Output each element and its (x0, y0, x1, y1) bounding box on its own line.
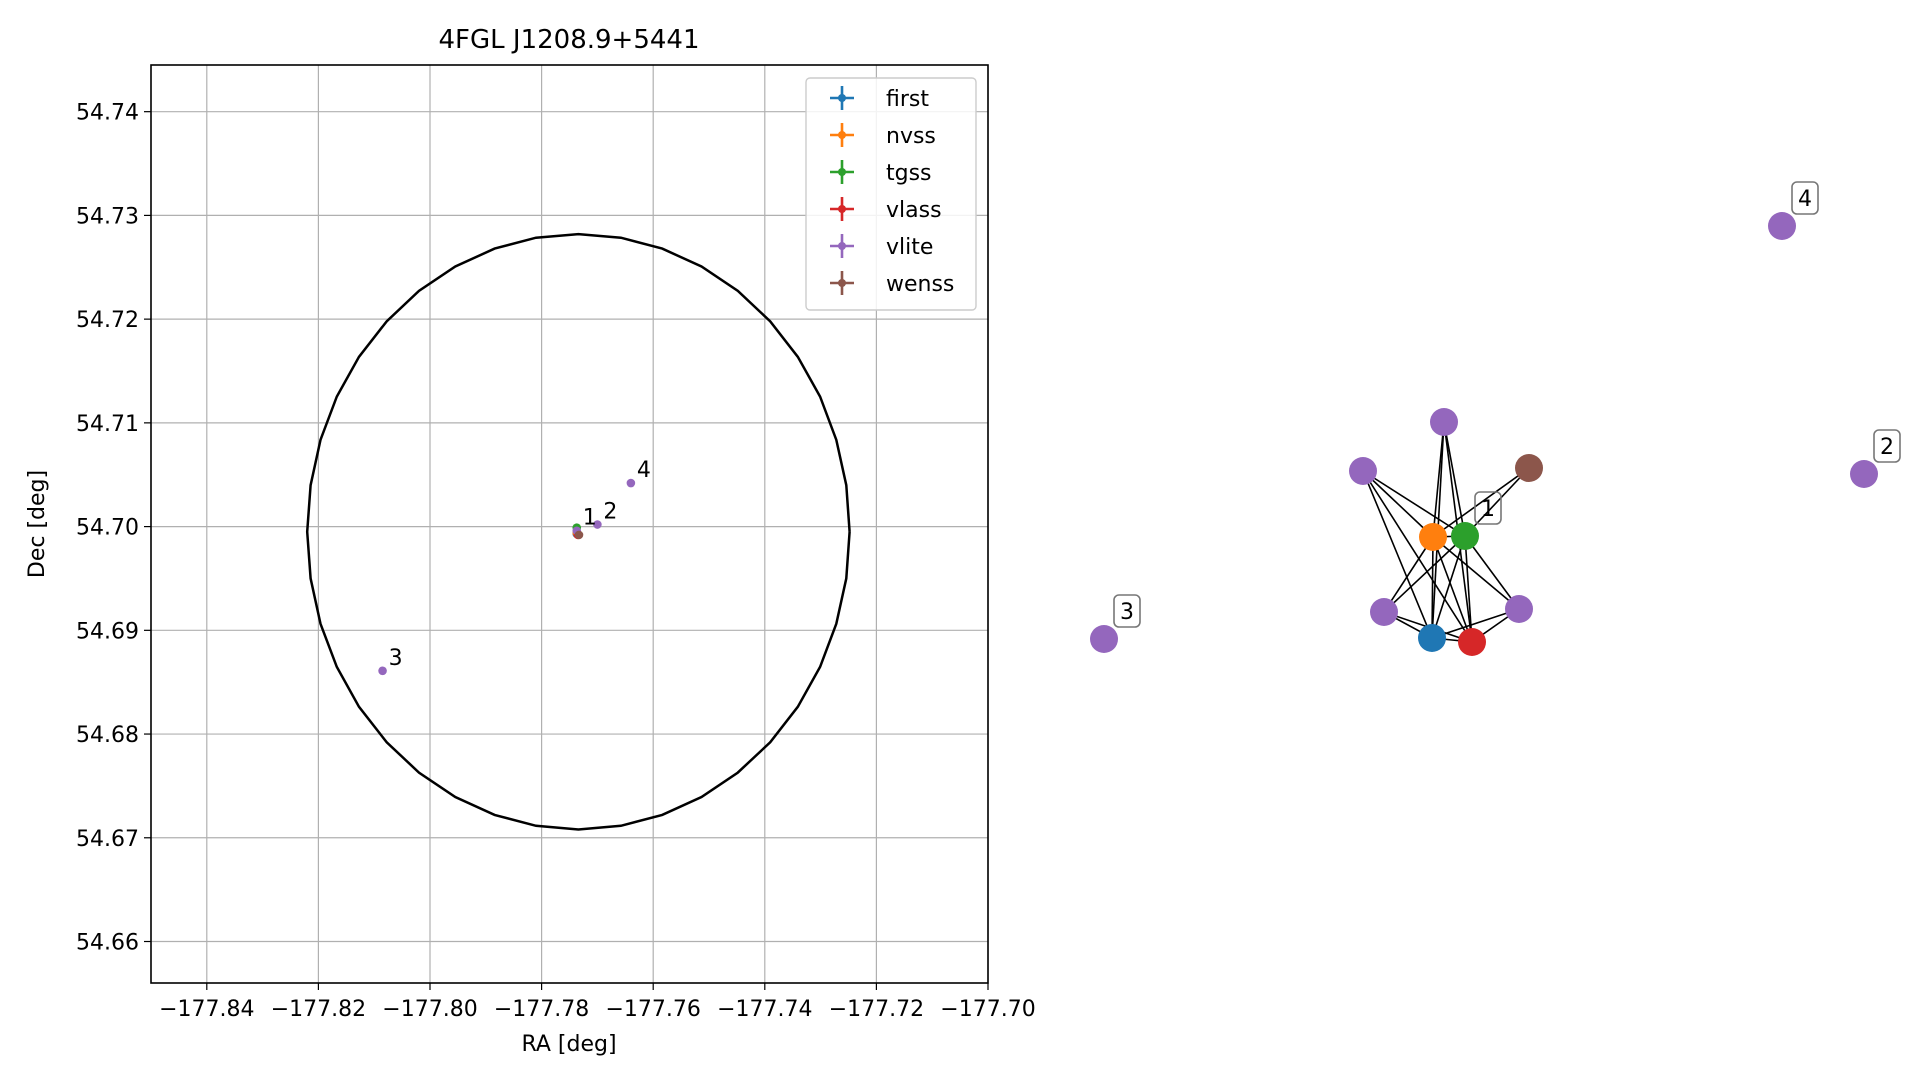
x-tick-label: −177.74 (717, 997, 812, 1022)
x-tick-label: −177.82 (271, 997, 366, 1022)
legend-marker-nvss (838, 131, 846, 139)
node-label: 4 (1798, 187, 1812, 212)
node-label: 3 (1120, 600, 1134, 625)
y-tick-label: 54.70 (76, 516, 139, 541)
network-node-vlite (1505, 595, 1533, 623)
y-tick-label: 54.66 (76, 931, 139, 956)
legend-label-tgss: tgss (886, 161, 932, 186)
node-label-box (1791, 181, 1819, 215)
legend-label-vlite: vlite (886, 235, 933, 260)
localization-ellipse (305, 232, 851, 831)
legend-label-vlass: vlass (886, 198, 942, 223)
x-tick-label: −177.76 (605, 997, 700, 1022)
network-edge (1432, 536, 1520, 610)
legend-label-wenss: wenss (886, 272, 954, 297)
y-tick-label: 54.74 (76, 101, 139, 126)
network-edge (1362, 470, 1473, 643)
network-node-vlass (1458, 628, 1486, 656)
node-label-box (1873, 429, 1901, 463)
vlite-point (378, 666, 387, 676)
scatter-panel: 4FGL J1208.9+5441 1 234 −177.84 −177.82 −17… (25, 25, 1036, 1057)
plot-frame (150, 64, 989, 984)
network-node-vlite (1850, 460, 1878, 488)
network-node-first (1418, 624, 1446, 652)
network-node-vlite (1768, 212, 1796, 240)
network-edge (1431, 536, 1434, 639)
x-tick-label: −177.84 (159, 997, 254, 1022)
network-node-nvss (1419, 523, 1447, 551)
y-tick-label: 54.72 (76, 308, 139, 333)
y-tick-label: 54.71 (76, 412, 139, 437)
network-node-vlite (1090, 625, 1118, 653)
points-layer (378, 478, 636, 676)
network-node-wenss (1515, 454, 1543, 482)
node-label: 2 (1880, 435, 1894, 460)
y-tick-label: 54.69 (76, 619, 139, 644)
y-tick-label: 54.68 (76, 723, 139, 748)
legend-label-nvss: nvss (886, 124, 936, 149)
annotation-layer: 1 2 3 4 (389, 458, 651, 671)
network-edge (1362, 470, 1434, 538)
x-ticks: −177.84 −177.82 −177.80 −177.78 −177.76 −177.… (159, 983, 1036, 1022)
x-tick-label: −177.70 (940, 997, 1035, 1022)
network-panel: 1 3 4 2 (1090, 181, 1901, 656)
point-annotation: 2 (603, 500, 617, 525)
network-nodes (1090, 212, 1878, 656)
network-node-vlite (1370, 598, 1398, 626)
vlite-point (626, 478, 636, 488)
network-edge (1432, 536, 1473, 643)
network-node-vlite (1430, 408, 1458, 436)
network-edge (1362, 470, 1466, 537)
node-label-box (1113, 594, 1141, 628)
legend-marker-vlass (838, 205, 846, 213)
point-annotation: 1 (583, 506, 597, 531)
legend-marker-tgss (838, 168, 846, 176)
node-label-box (1474, 491, 1502, 525)
network-edge (1383, 536, 1434, 613)
legend-marker-vlite (838, 242, 846, 250)
chart-title: 4FGL J1208.9+5441 (439, 25, 700, 55)
network-edge (1431, 535, 1466, 639)
legend: first nvss tgss vlass vlite wenss (805, 77, 977, 311)
x-tick-label: −177.72 (829, 997, 924, 1022)
x-tick-label: −177.78 (494, 997, 589, 1022)
point-annotation: 4 (637, 458, 651, 483)
wenss-point (574, 530, 584, 540)
network-edge (1432, 467, 1530, 538)
y-ticks: 54.66 54.67 54.68 54.69 54.70 54.71 54.72 54.73… (76, 101, 151, 956)
network-edge (1464, 535, 1520, 610)
point-annotation: 3 (389, 646, 403, 671)
network-node-vlite (1349, 457, 1377, 485)
x-axis-label: RA [deg] (521, 1032, 616, 1057)
y-axis-label: Dec [deg] (25, 470, 50, 578)
legend-label-first: first (886, 87, 929, 112)
network-node-tgss (1451, 522, 1479, 550)
vlite-point (593, 520, 602, 529)
y-tick-label: 54.73 (76, 204, 139, 229)
y-tick-label: 54.67 (76, 827, 139, 852)
legend-marker-wenss (838, 279, 846, 287)
legend-marker-first (838, 94, 846, 102)
network-node-labels: 1 3 4 2 (1113, 181, 1901, 628)
ellipse-layer (305, 232, 851, 831)
network-edge (1362, 470, 1433, 639)
network-edge (1383, 535, 1466, 613)
network-edge (1464, 467, 1530, 537)
x-tick-label: −177.80 (382, 997, 477, 1022)
node-label: 1 (1481, 497, 1495, 522)
network-edge (1431, 608, 1520, 639)
